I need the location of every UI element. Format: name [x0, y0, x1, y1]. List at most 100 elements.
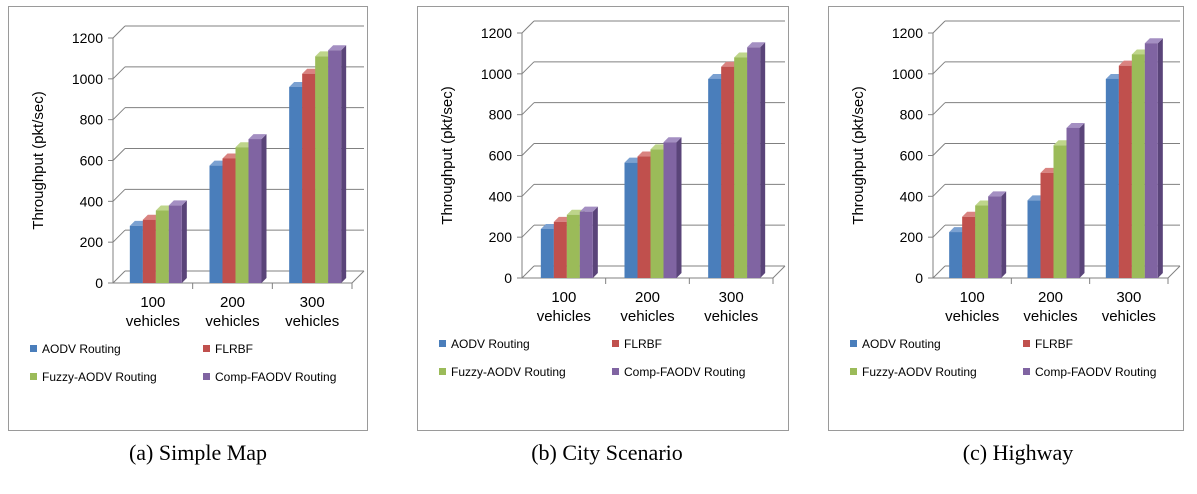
- legend-label: FLRBF: [624, 337, 662, 351]
- bar-front: [1144, 43, 1158, 279]
- gridline-depth: [112, 66, 126, 80]
- bar: [1144, 38, 1163, 279]
- y-tick-label: 400: [489, 188, 513, 204]
- bar: [168, 200, 187, 283]
- legend-swatch: [612, 368, 619, 375]
- bar-front: [1040, 172, 1054, 278]
- x-tick-label: vehicles: [537, 308, 591, 325]
- legend-swatch: [612, 340, 619, 347]
- legend-swatch: [30, 373, 37, 380]
- bar-front: [1131, 54, 1145, 278]
- bar-top: [747, 42, 766, 48]
- gridline-depth: [112, 188, 126, 202]
- bar-front: [1027, 200, 1041, 278]
- x-tick-label: vehicles: [205, 313, 259, 330]
- y-axis-label: Throughput (pkt/sec): [850, 86, 867, 224]
- bar-top: [328, 45, 347, 51]
- bar-front: [708, 78, 722, 278]
- chart-panel-a: 0 200 400 600 800 1000 1200 Throughput (pkt/sec…: [8, 0, 388, 494]
- bar-top: [1066, 122, 1085, 128]
- gridline-depth: [932, 224, 946, 238]
- x-tick-label: 100: [140, 294, 165, 311]
- bar-front: [721, 66, 735, 278]
- y-axis-label: Throughput (pkt/sec): [439, 86, 456, 224]
- y-tick-label: 1000: [72, 71, 103, 87]
- gridline-depth: [521, 224, 535, 238]
- gridline-depth: [521, 102, 535, 116]
- y-tick-label: 200: [80, 234, 104, 250]
- x-tick-label: 200: [1038, 289, 1063, 306]
- legend-label: AODV Routing: [862, 337, 941, 351]
- legend-swatch: [439, 368, 446, 375]
- bar-front: [209, 165, 223, 283]
- legend-label: Fuzzy-AODV Routing: [451, 365, 566, 379]
- y-tick-label: 1000: [481, 66, 512, 82]
- gridline-depth: [932, 265, 946, 279]
- bar-side: [1079, 122, 1085, 278]
- legend-swatch: [439, 340, 446, 347]
- bar: [663, 137, 682, 278]
- bar-front: [1053, 145, 1067, 278]
- gridline-depth: [932, 102, 946, 116]
- legend-label: Comp-FAODV Routing: [624, 365, 745, 379]
- bar-side: [592, 206, 598, 278]
- bar-front: [1118, 65, 1132, 279]
- bar-top: [1144, 38, 1163, 44]
- y-tick-label: 0: [915, 270, 923, 286]
- bar-front: [663, 142, 677, 278]
- y-tick-label: 1200: [481, 25, 512, 41]
- legend-label: AODV Routing: [451, 337, 530, 351]
- x-tick-label: vehicles: [704, 308, 758, 325]
- bar-front: [328, 50, 342, 283]
- caption-c: (c) Highway: [962, 440, 1074, 465]
- gridline-depth: [112, 229, 126, 243]
- x-tick-label: 300: [300, 294, 325, 311]
- caption-b: (b) City Scenario: [531, 440, 683, 465]
- y-tick-label: 1000: [892, 66, 923, 82]
- y-tick-label: 600: [489, 148, 513, 164]
- gridline-depth: [932, 61, 946, 75]
- bar-front: [315, 56, 329, 283]
- bar-side: [341, 45, 347, 283]
- y-tick-label: 800: [489, 107, 513, 123]
- bar-side: [1157, 38, 1163, 279]
- legend-swatch: [850, 340, 857, 347]
- x-tick-label: vehicles: [1023, 308, 1077, 325]
- bar: [248, 134, 267, 283]
- x-tick-label: vehicles: [945, 308, 999, 325]
- y-tick-label: 1200: [892, 25, 923, 41]
- bar-front: [168, 205, 182, 283]
- y-tick-label: 0: [504, 270, 512, 286]
- bar-front: [650, 149, 664, 278]
- x-tick-label: 300: [719, 289, 744, 306]
- chart-panel-b: 0 200 400 600 800 1000 1200 Throughput (pkt/sec…: [417, 0, 797, 494]
- bar-front: [289, 87, 303, 283]
- bar-front: [962, 216, 976, 278]
- bar: [328, 45, 347, 283]
- gridline-depth: [521, 20, 535, 34]
- y-tick-label: 200: [900, 229, 924, 245]
- x-tick-label: 300: [1116, 289, 1141, 306]
- legend-swatch: [30, 345, 37, 352]
- bar: [988, 191, 1007, 278]
- bar: [579, 206, 598, 278]
- y-tick-label: 400: [900, 188, 924, 204]
- bar-side: [261, 134, 267, 283]
- legend-label: Fuzzy-AODV Routing: [862, 365, 977, 379]
- bar-front: [579, 211, 593, 278]
- y-tick-label: 800: [900, 107, 924, 123]
- legend-swatch: [850, 368, 857, 375]
- bar-front: [734, 57, 748, 278]
- floor-edge: [772, 265, 786, 279]
- bar-side: [676, 137, 682, 278]
- gridline-depth: [521, 265, 535, 279]
- bar-front: [949, 232, 963, 278]
- chart-a: 0 200 400 600 800 1000 1200 Throughput (pkt/sec…: [8, 6, 368, 431]
- bar-front: [142, 219, 156, 283]
- bar-front: [235, 147, 249, 283]
- legend-label: FLRBF: [1035, 337, 1073, 351]
- legend-swatch: [203, 373, 210, 380]
- bar-front: [155, 210, 169, 283]
- bar-top: [663, 137, 682, 143]
- y-tick-label: 0: [95, 275, 103, 291]
